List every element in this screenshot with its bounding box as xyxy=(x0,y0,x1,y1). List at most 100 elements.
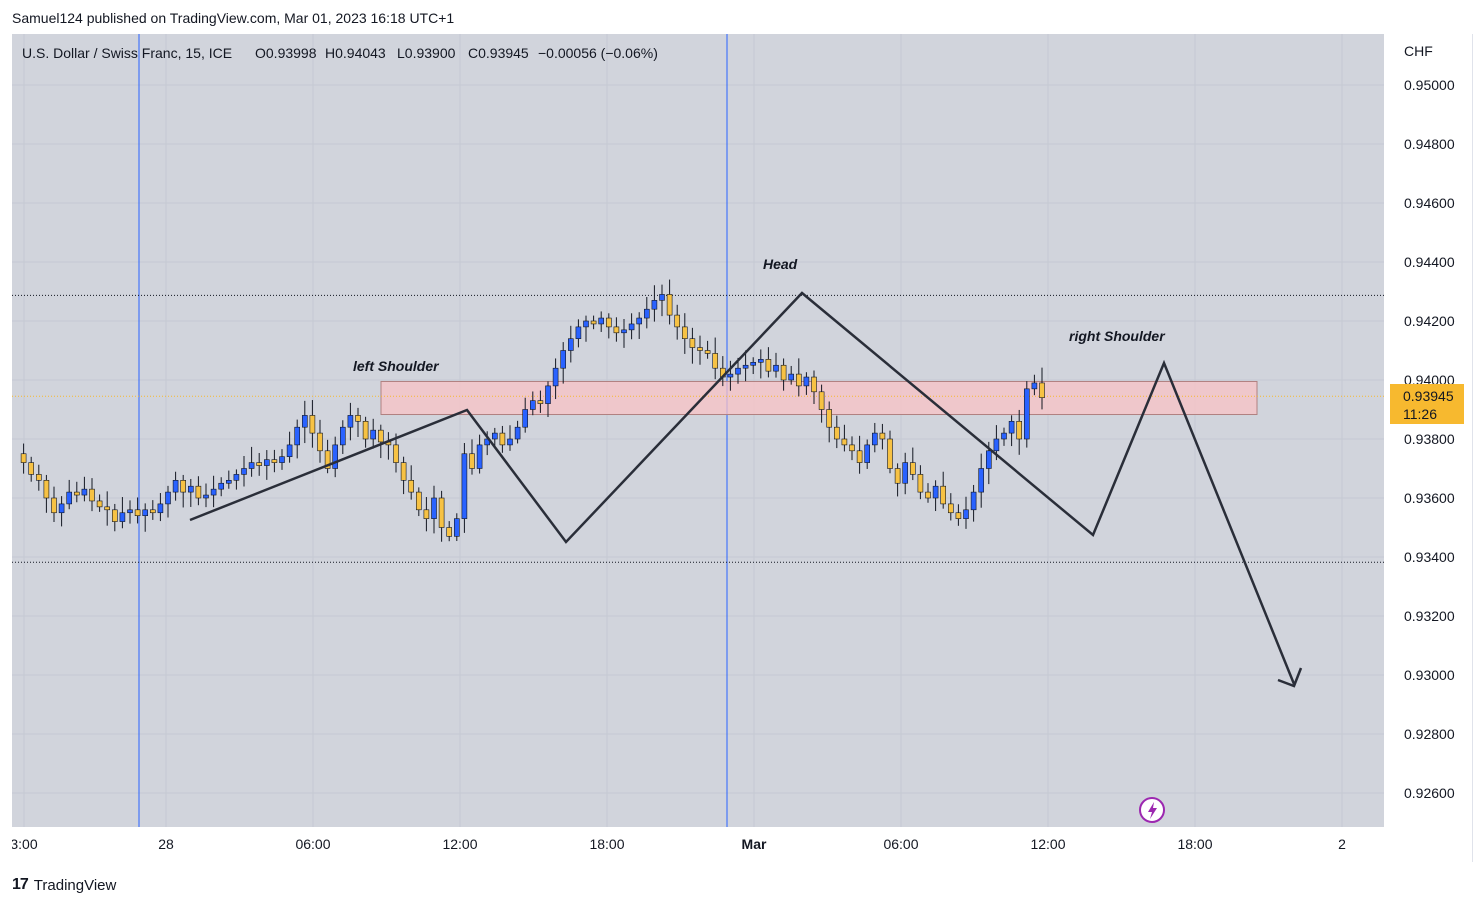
candle-body xyxy=(590,320,597,325)
publisher-line: Samuel124 published on TradingView.com, … xyxy=(12,10,455,26)
candle-body xyxy=(940,485,947,505)
candle-body xyxy=(35,474,42,481)
candle xyxy=(529,391,536,416)
candle xyxy=(58,496,65,527)
candle xyxy=(476,434,483,474)
annotation-left-shoulder: left Shoulder xyxy=(353,358,440,374)
candle xyxy=(499,425,506,453)
candle-body xyxy=(43,479,50,499)
candle xyxy=(157,493,164,522)
candle xyxy=(104,491,110,526)
candle-body xyxy=(453,518,460,537)
candle-body xyxy=(795,373,802,387)
candle-body xyxy=(256,462,262,466)
candle xyxy=(811,370,817,404)
candle xyxy=(651,285,658,322)
candle xyxy=(932,480,939,512)
candle xyxy=(301,400,308,444)
legend-symbol: U.S. Dollar / Swiss Franc, 15, ICE xyxy=(22,45,232,61)
candle xyxy=(324,439,331,474)
candle xyxy=(750,357,757,375)
candle-body xyxy=(324,450,331,469)
candle-body xyxy=(560,350,567,369)
candle-body xyxy=(552,367,559,387)
candle xyxy=(833,415,840,449)
pattern-polyline xyxy=(189,291,1296,685)
candle-body xyxy=(902,462,909,484)
candle xyxy=(765,347,772,378)
candle xyxy=(423,497,430,532)
candle xyxy=(51,486,57,523)
candle xyxy=(871,422,878,453)
candle xyxy=(248,446,255,477)
candle xyxy=(963,496,969,529)
candle-body xyxy=(697,347,703,351)
candle-body xyxy=(423,509,430,519)
time-label: 12:00 xyxy=(1030,836,1065,852)
candle-body xyxy=(301,415,308,428)
candle-body xyxy=(271,459,278,463)
candle-body xyxy=(377,429,384,443)
candle-body xyxy=(469,453,475,469)
candle-body xyxy=(233,474,240,481)
candle-body xyxy=(1023,388,1030,440)
candle xyxy=(909,447,916,481)
candle-body xyxy=(370,429,377,440)
candle-body xyxy=(993,438,1000,452)
candle-body xyxy=(317,432,323,452)
candle xyxy=(1039,367,1045,410)
head-and-shoulders-lines[interactable] xyxy=(189,291,1303,688)
candle xyxy=(339,420,346,454)
candle-body xyxy=(339,426,346,446)
candle xyxy=(377,424,384,459)
session-separators xyxy=(138,34,728,827)
tradingview-brand[interactable]: 17 TradingView xyxy=(12,876,116,894)
candle xyxy=(286,431,293,463)
candle xyxy=(1031,374,1038,396)
candle-body xyxy=(142,509,148,516)
candle xyxy=(241,456,247,487)
candle xyxy=(355,407,361,438)
time-label: 18:00 xyxy=(1177,836,1212,852)
candle-body xyxy=(765,359,772,372)
candle-body xyxy=(947,503,954,514)
chart-panel[interactable]: U.S. Dollar / Swiss Franc, 15, ICE O0.93… xyxy=(10,34,1473,862)
current-price-tag: 0.93945 11:26 xyxy=(1390,384,1464,424)
candle xyxy=(218,477,224,497)
time-axis-labels[interactable]: 3:00 28 06:00 12:00 18:00 Mar 06:00 12:00 18:00 2 xyxy=(10,836,1346,852)
candle xyxy=(279,449,285,470)
candle xyxy=(795,358,802,397)
time-label: 18:00 xyxy=(589,836,624,852)
candle-body xyxy=(621,329,627,334)
candle-body xyxy=(332,444,339,469)
candlestick-chart[interactable]: U.S. Dollar / Swiss Franc, 15, ICE O0.93… xyxy=(10,34,1472,862)
candle-body xyxy=(104,506,110,511)
candle-body xyxy=(400,462,407,481)
candle xyxy=(697,335,703,365)
candle xyxy=(659,284,665,317)
candle xyxy=(20,443,27,474)
candle xyxy=(621,319,627,348)
candle xyxy=(271,449,278,473)
candle-body xyxy=(309,415,316,434)
legend-high: H0.94043 xyxy=(325,45,386,61)
candle-body xyxy=(849,444,855,452)
time-label: 3:00 xyxy=(12,836,38,852)
candle xyxy=(226,470,232,489)
price-axis-labels[interactable]: 0.950000.948000.946000.944000.942000.940… xyxy=(1404,77,1455,801)
alert-lightning-icon[interactable] xyxy=(1139,797,1165,823)
candles-layer xyxy=(20,279,1045,542)
candle xyxy=(894,463,901,497)
candle-body xyxy=(203,494,209,499)
candle xyxy=(887,430,893,474)
annotation-head: Head xyxy=(763,256,798,272)
candle xyxy=(172,471,179,501)
candle xyxy=(431,485,437,534)
candle-body xyxy=(165,491,171,505)
candle xyxy=(438,490,445,542)
candle xyxy=(127,500,133,524)
price-label: 0.94200 xyxy=(1404,313,1455,329)
price-axis-currency: CHF xyxy=(1404,43,1433,59)
candle-body xyxy=(20,453,27,463)
candle xyxy=(415,487,422,517)
